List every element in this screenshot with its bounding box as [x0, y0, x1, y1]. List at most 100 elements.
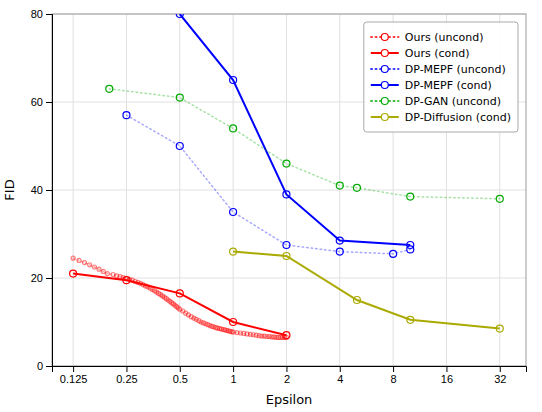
point — [176, 14, 183, 18]
x-tick-mark — [286, 366, 287, 372]
x-tick-label: 1 — [231, 373, 237, 385]
grid-line — [52, 190, 526, 191]
x-tick: 0.125 — [60, 366, 88, 385]
x-tick-mark — [73, 366, 74, 372]
y-tick-mark — [46, 14, 52, 15]
x-tick-mark — [126, 366, 127, 372]
x-tick-label: 16 — [441, 373, 453, 385]
x-tick: 16 — [441, 366, 453, 385]
x-tick-label: 2 — [284, 373, 290, 385]
legend-item: Ours (cond) — [371, 47, 470, 60]
legend-marker — [381, 34, 388, 41]
point — [230, 77, 237, 84]
x-tick-label: 0.125 — [60, 373, 88, 385]
y-tick: 40 — [31, 184, 52, 196]
point — [230, 209, 237, 216]
x-tick: 32 — [494, 366, 506, 385]
y-tick-mark — [46, 102, 52, 103]
point — [230, 125, 237, 132]
x-tick: 1 — [231, 366, 237, 385]
point — [70, 270, 77, 277]
legend-marker — [381, 66, 388, 73]
point — [123, 112, 130, 119]
point — [106, 85, 113, 92]
y-tick-label: 20 — [31, 272, 43, 284]
x-tick: 0.25 — [116, 366, 137, 385]
legend-item: DP-GAN (uncond) — [371, 95, 501, 108]
y-tick-label: 60 — [31, 96, 43, 108]
x-tick-label: 4 — [337, 373, 343, 385]
series-line — [126, 115, 410, 254]
y-tick-mark — [46, 278, 52, 279]
point — [97, 267, 101, 271]
point — [88, 263, 92, 267]
point — [176, 290, 183, 297]
legend-marker — [381, 82, 388, 89]
series — [123, 112, 414, 258]
x-tick-mark — [340, 366, 341, 372]
point — [407, 193, 414, 200]
y-axis-line — [46, 15, 53, 367]
legend-label: DP-MEPF (uncond) — [405, 63, 506, 76]
y-tick-label: 0 — [37, 360, 43, 372]
legend-item: DP-Diffusion (cond) — [371, 111, 511, 124]
point — [283, 160, 290, 167]
x-axis: 0.125 0.25 0.5 1 2 4 8 16 32 — [53, 366, 527, 385]
x-tick: 8 — [391, 366, 397, 385]
point — [105, 272, 109, 276]
point — [390, 250, 397, 257]
series-line — [73, 274, 286, 336]
legend: Ours (uncond) Ours (cond) DP-MEPF (uncond)… — [364, 22, 518, 132]
point — [101, 269, 105, 273]
point — [92, 265, 96, 269]
x-tick-mark — [500, 366, 501, 372]
point — [71, 256, 75, 260]
x-axis-line — [53, 367, 527, 373]
y-tick: 0 — [37, 360, 52, 372]
point — [353, 297, 360, 304]
y-tick: 60 — [31, 96, 52, 108]
point — [176, 143, 183, 150]
legend-item: Ours (uncond) — [371, 31, 484, 44]
x-tick-mark — [233, 366, 234, 372]
x-tick-label: 8 — [391, 373, 397, 385]
point — [496, 325, 503, 332]
y-tick-label: 40 — [31, 184, 43, 196]
x-tick-mark — [180, 366, 181, 372]
point — [230, 319, 237, 326]
y-tick-mark — [46, 190, 52, 191]
series-line — [73, 258, 286, 337]
plot: 0.1250.250.512481632020406080Ours (uncon… — [31, 8, 527, 385]
x-axis-title: Epsilon — [266, 392, 313, 407]
point — [407, 316, 414, 323]
y-axis-title: FID — [2, 179, 17, 200]
legend-item: DP-MEPF (cond) — [371, 79, 492, 92]
series-line — [233, 252, 500, 329]
x-tick-mark — [393, 366, 394, 372]
point — [283, 242, 290, 249]
series — [230, 248, 504, 332]
legend-label: DP-GAN (uncond) — [405, 95, 501, 108]
chart: 0.1250.250.512481632020406080Ours (uncon… — [0, 0, 542, 412]
legend-box — [364, 22, 518, 132]
series — [71, 256, 288, 339]
x-tick: 0.5 — [173, 366, 188, 385]
y-tick: 20 — [31, 272, 52, 284]
plot-frame — [52, 14, 526, 366]
legend-label: Ours (uncond) — [405, 31, 484, 44]
legend-label: DP-Diffusion (cond) — [405, 111, 511, 124]
point — [353, 184, 360, 191]
point — [283, 253, 290, 260]
point — [283, 191, 290, 198]
point — [77, 258, 81, 262]
legend-item: DP-MEPF (uncond) — [371, 63, 506, 76]
point — [496, 195, 503, 202]
point — [283, 332, 290, 339]
point — [336, 182, 343, 189]
legend-marker — [381, 50, 388, 57]
legend-label: Ours (cond) — [405, 47, 470, 60]
legend-label: DP-MEPF (cond) — [405, 79, 492, 92]
y-axis: 020406080 — [31, 8, 53, 372]
point — [123, 277, 130, 284]
y-tick-mark — [46, 366, 52, 367]
